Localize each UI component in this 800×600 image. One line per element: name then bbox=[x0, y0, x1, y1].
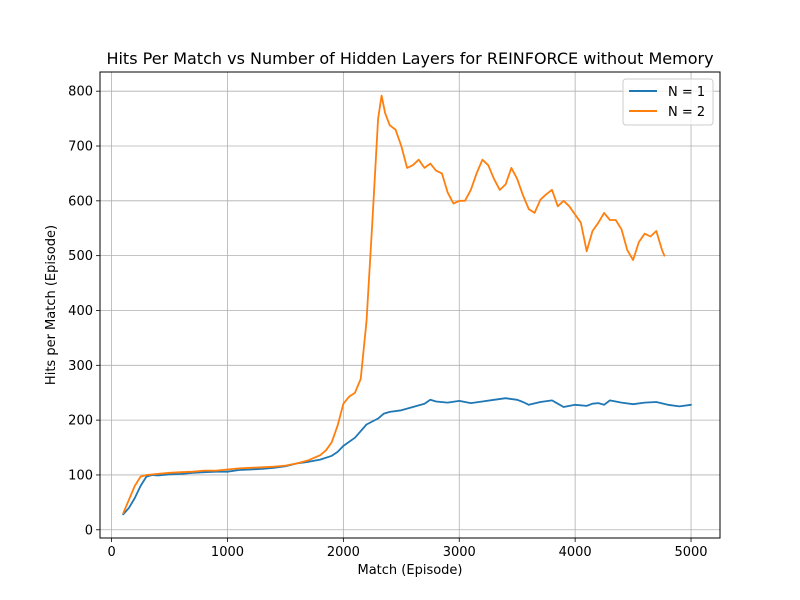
grid bbox=[100, 72, 720, 538]
y-tick-label: 100 bbox=[68, 468, 93, 483]
x-tick-label: 3000 bbox=[443, 545, 476, 560]
y-tick-label: 500 bbox=[68, 249, 93, 264]
y-axis-label: Hits per Match (Episode) bbox=[44, 225, 59, 385]
x-tick-label: 5000 bbox=[674, 545, 707, 560]
chart-title: Hits Per Match vs Number of Hidden Layer… bbox=[106, 49, 713, 68]
x-tick-label: 4000 bbox=[559, 545, 592, 560]
y-tick-label: 200 bbox=[68, 414, 93, 429]
legend-label-n1: N = 1 bbox=[668, 85, 705, 100]
y-tick-label: 300 bbox=[68, 359, 93, 374]
y-tick-label: 0 bbox=[85, 523, 93, 538]
legend: N = 1 N = 2 bbox=[622, 78, 714, 126]
plot-frame bbox=[99, 71, 721, 539]
x-axis-label: Match (Episode) bbox=[358, 563, 463, 578]
legend-label-n2: N = 2 bbox=[668, 105, 705, 120]
series-line-n1 bbox=[122, 397, 692, 516]
y-tick-label: 600 bbox=[68, 194, 93, 209]
y-tick-label: 400 bbox=[68, 304, 93, 319]
series-line-n2 bbox=[122, 94, 666, 515]
ticks: 0 1000 2000 3000 4000 5000 0 100 200 300 400 500 600… bbox=[68, 85, 707, 560]
y-tick-label: 800 bbox=[68, 85, 93, 100]
x-tick-label: 0 bbox=[107, 545, 115, 560]
x-tick-label: 1000 bbox=[211, 545, 244, 560]
series-group bbox=[122, 94, 692, 516]
x-tick-label: 2000 bbox=[327, 545, 360, 560]
y-tick-label: 700 bbox=[68, 140, 93, 155]
